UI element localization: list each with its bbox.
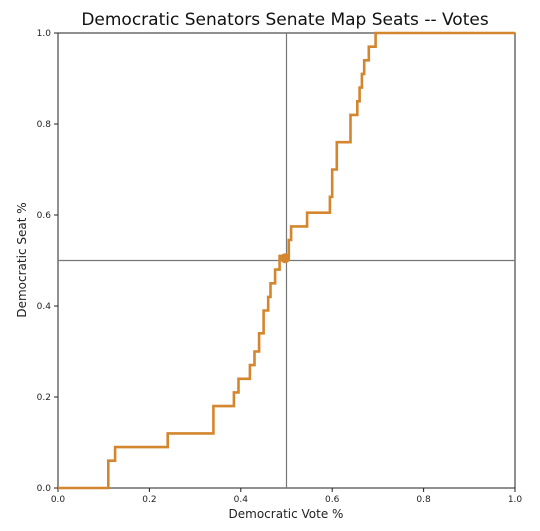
x-tick-label: 0.2 (142, 495, 156, 505)
x-tick-label: 0.4 (234, 495, 249, 505)
y-tick-label: 0.8 (37, 120, 52, 130)
x-axis-ticks: 0.0 0.2 0.4 0.6 0.8 1.0 (51, 488, 523, 505)
marker-point (280, 253, 291, 264)
y-axis-label: Democratic Seat % (15, 202, 29, 317)
y-tick-label: 0.2 (37, 393, 51, 403)
series-group (58, 31, 515, 490)
x-tick-label: 0.0 (51, 495, 66, 505)
x-axis-label: Democratic Vote % (229, 507, 344, 521)
y-tick-label: 0.6 (37, 211, 52, 221)
series-line (58, 31, 515, 490)
marker-group (280, 253, 291, 264)
y-tick-label: 0.0 (37, 484, 52, 494)
y-axis-ticks: 0.0 0.2 0.4 0.6 0.8 1.0 (37, 29, 58, 494)
x-tick-label: 0.8 (416, 495, 431, 505)
chart-title: Democratic Senators Senate Map Seats -- … (81, 10, 489, 30)
x-tick-label: 0.6 (325, 495, 340, 505)
y-tick-label: 1.0 (37, 29, 52, 39)
y-tick-label: 0.4 (37, 302, 52, 312)
x-tick-label: 1.0 (508, 495, 523, 505)
